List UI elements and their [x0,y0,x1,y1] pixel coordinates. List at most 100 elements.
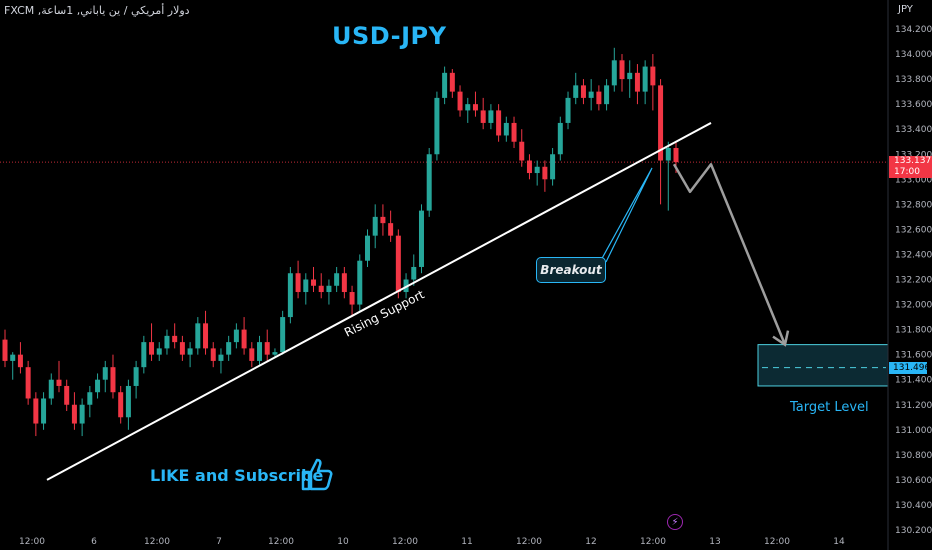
y-tick-label: 130.800 [895,451,932,461]
candle-body [10,354,16,361]
candle-body [110,367,116,393]
y-tick-label: 133.400 [895,125,932,135]
y-tick-label: 132.000 [895,301,932,311]
candle-body [472,104,478,111]
y-tick-label: 132.800 [895,200,932,210]
y-tick-label: 132.400 [895,250,932,260]
candle-body [303,279,309,293]
candle-body [226,342,232,355]
lightning-icon[interactable]: ⚡ [667,514,683,530]
candle-body [195,323,201,349]
candle-body [349,292,355,305]
current-price-tag: 133.137 17:00 [889,156,932,178]
candle-body [133,367,139,386]
candle-body [611,60,617,86]
candle-body [596,91,602,105]
symbol-info[interactable]: FXCM ,دولار أمريكي / ين ياباني, 1ساعة [4,4,190,17]
candle-body [650,66,656,86]
candle-body [272,352,278,355]
breakout-pointer [599,167,653,263]
candle-body [118,392,124,418]
candle-body [203,323,209,349]
candle-body [318,285,324,293]
x-tick-label: 12:00 [19,537,45,547]
candle-body [149,342,155,355]
y-tick-label: 131.400 [895,376,932,386]
x-tick-label: 10 [337,537,349,547]
rising-support-line [46,122,712,481]
candle-body [210,348,216,361]
currency-label: JPY [898,4,913,15]
candle-body [79,404,85,424]
target-zone [757,344,889,387]
bar-countdown: 17:00 [894,167,920,177]
candle-body [588,91,594,98]
candle-body [442,72,448,98]
x-tick-label: 13 [709,537,720,547]
candle-body [526,160,532,174]
candle-body [627,72,633,80]
breakout-callout: Breakout [536,257,606,283]
projection-arrowhead [772,330,790,347]
y-tick-label: 130.400 [895,501,932,511]
candle-body [465,104,471,111]
x-tick-label: 12:00 [144,537,170,547]
y-tick-label: 132.600 [895,225,932,235]
candle-body [295,273,301,293]
candle-body [141,342,147,368]
candle-body [41,398,47,424]
candle-body [233,329,239,343]
x-axis[interactable]: 12:00 6 12:00 7 12:00 10 12:00 11 12:00 12 12:00 13… [19,537,845,547]
y-tick-label: 130.600 [895,476,932,486]
y-axis[interactable]: 134.200 134.000 133.800 133.600 133.400 133.2… [887,0,932,550]
candle-body [125,385,131,418]
candle-body [395,235,401,293]
candle-body [634,72,640,92]
candle-body [364,235,370,261]
x-tick-label: 12:00 [764,537,790,547]
candle-body [25,367,31,399]
candle-body [388,223,394,236]
candle-body [48,379,54,399]
candle-body [326,285,332,293]
candle-body [542,166,548,180]
candle-body [71,404,77,424]
candle-body [311,279,317,286]
projection-line [672,163,787,346]
x-tick-label: 12:00 [640,537,666,547]
y-tick-label: 134.200 [895,25,932,35]
candle-body [550,154,556,180]
candle-body [665,147,671,161]
candle-body [673,147,679,163]
candle-body [658,85,664,161]
candle-body [604,85,610,105]
x-tick-label: 6 [91,537,97,547]
candle-body [95,379,101,393]
candle-body [241,329,247,349]
candle-body [488,110,494,123]
y-tick-label: 133.200 [895,150,932,160]
candle-body [372,216,378,236]
target-price-tag: 131.496 [889,362,930,374]
x-tick-label: 12:00 [516,537,542,547]
y-tick-label: 132.200 [895,276,932,286]
candle-body [334,273,340,286]
x-tick-label: 12 [585,537,596,547]
candle-body [557,122,563,155]
candle-body [2,339,8,361]
current-price: 133.137 [894,156,932,166]
y-tick-label: 133.600 [895,100,932,110]
trendline [46,122,712,481]
x-tick-label: 14 [833,537,845,547]
x-tick-label: 12:00 [392,537,418,547]
candlestick-series [2,47,679,437]
candle-body [534,166,540,174]
candle-body [411,266,417,280]
y-tick-label: 133.000 [895,175,932,185]
y-tick-label: 134.000 [895,50,932,60]
candle-body [187,348,193,355]
y-tick-label: 131.200 [895,401,932,411]
candle-body [264,342,270,355]
candle-body [380,216,386,224]
